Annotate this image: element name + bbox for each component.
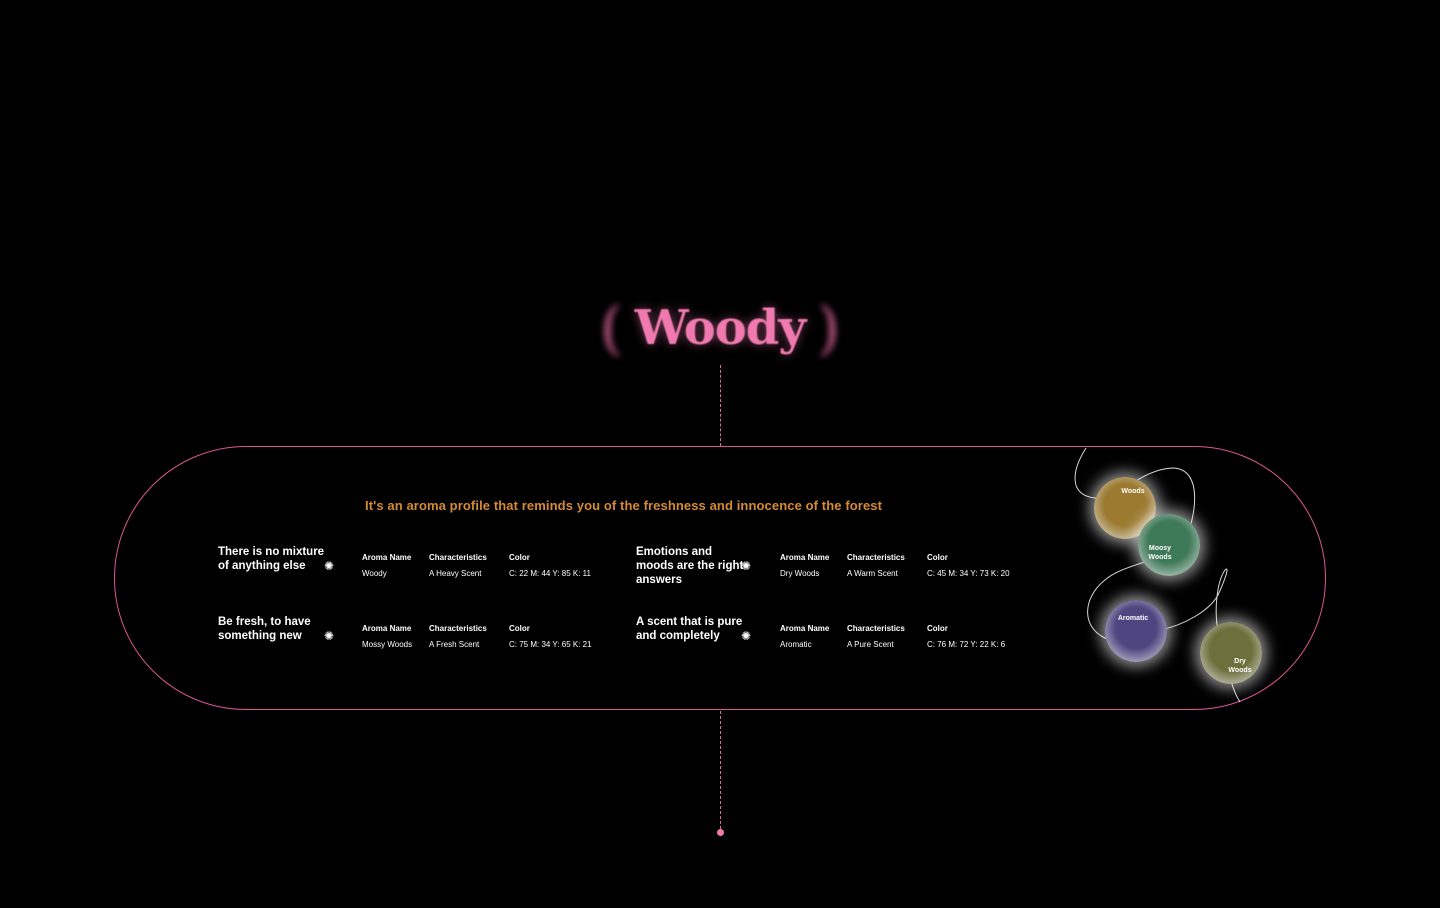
aroma-name-column: Aroma Name Mossy Woods [362, 624, 412, 649]
orb-label: Moosy Woods [1148, 545, 1172, 561]
color-column: Color C: 22 M: 44 Y: 85 K: 11 [509, 553, 591, 578]
connector-end-dot [717, 829, 724, 836]
entry-headline: There is no mixture of anything else [218, 546, 325, 572]
characteristics-value: A Fresh Scent [429, 640, 480, 649]
characteristics-value: A Pure Scent [847, 640, 894, 649]
connector-line-bottom [720, 711, 721, 829]
aroma-name-header: Aroma Name [780, 553, 830, 562]
page-title-group: ( Woody ) [0, 288, 1440, 368]
aroma-name-value: Woody [362, 569, 387, 578]
page-title: Woody [634, 300, 806, 356]
characteristics-value: A Heavy Scent [429, 569, 482, 578]
characteristics-header: Characteristics [429, 553, 487, 562]
entry-headline: A scent that is pure and completely [636, 616, 743, 642]
aroma-name-header: Aroma Name [362, 624, 412, 633]
characteristics-header: Characteristics [847, 553, 905, 562]
aroma-name-column: Aroma Name Dry Woods [780, 553, 829, 578]
orb-moosy-woods [1138, 514, 1200, 576]
aroma-name-value: Dry Woods [780, 569, 820, 578]
orb-label: Dry Woods [1228, 658, 1252, 674]
aroma-name-column: Aroma Name Aromatic [780, 624, 829, 649]
entry-headline: Be fresh, to have something new [218, 616, 311, 642]
characteristics-header: Characteristics [429, 624, 487, 633]
characteristics-column: Characteristics A Heavy Scent [429, 553, 487, 578]
aroma-name-header: Aroma Name [362, 553, 412, 562]
color-header: Color [509, 553, 530, 562]
characteristics-header: Characteristics [847, 624, 905, 633]
entry-headline: Emotions and moods are the right answers [636, 546, 744, 586]
color-column: Color C: 76 M: 72 Y: 22 K: 6 [927, 624, 1005, 649]
characteristics-value: A Warm Scent [847, 569, 898, 578]
aroma-name-value: Aromatic [780, 640, 812, 649]
characteristics-column: Characteristics A Warm Scent [847, 553, 905, 578]
color-header: Color [927, 553, 948, 562]
orb-label: Aromatic [1117, 615, 1149, 622]
panel-tagline: It's an aroma profile that reminds you o… [365, 498, 883, 513]
close-paren: ) [817, 294, 840, 362]
aroma-profile-panel [114, 446, 1326, 710]
star-icon: ✺ [741, 629, 752, 643]
color-value: C: 76 M: 72 Y: 22 K: 6 [927, 640, 1006, 649]
open-paren: ( [600, 294, 623, 362]
color-header: Color [927, 624, 948, 633]
color-column: Color C: 75 M: 34 Y: 65 K: 21 [509, 624, 592, 649]
characteristics-column: Characteristics A Fresh Scent [429, 624, 487, 649]
star-icon: ✺ [324, 559, 335, 573]
aroma-name-value: Mossy Woods [362, 640, 413, 649]
color-value: C: 22 M: 44 Y: 85 K: 11 [509, 569, 591, 578]
aroma-name-header: Aroma Name [780, 624, 830, 633]
star-icon: ✺ [741, 559, 752, 573]
star-icon: ✺ [324, 629, 335, 643]
characteristics-column: Characteristics A Pure Scent [847, 624, 905, 649]
color-value: C: 75 M: 34 Y: 65 K: 21 [509, 640, 592, 649]
orb-dry-woods [1200, 622, 1262, 684]
aroma-name-column: Aroma Name Woody [362, 553, 411, 578]
color-header: Color [509, 624, 530, 633]
color-value: C: 45 M: 34 Y: 73 K: 20 [927, 569, 1010, 578]
color-column: Color C: 45 M: 34 Y: 73 K: 20 [927, 553, 1010, 578]
orb-aromatic [1105, 600, 1167, 662]
connector-line-top [720, 365, 721, 446]
orb-label: Woods [1121, 488, 1145, 495]
